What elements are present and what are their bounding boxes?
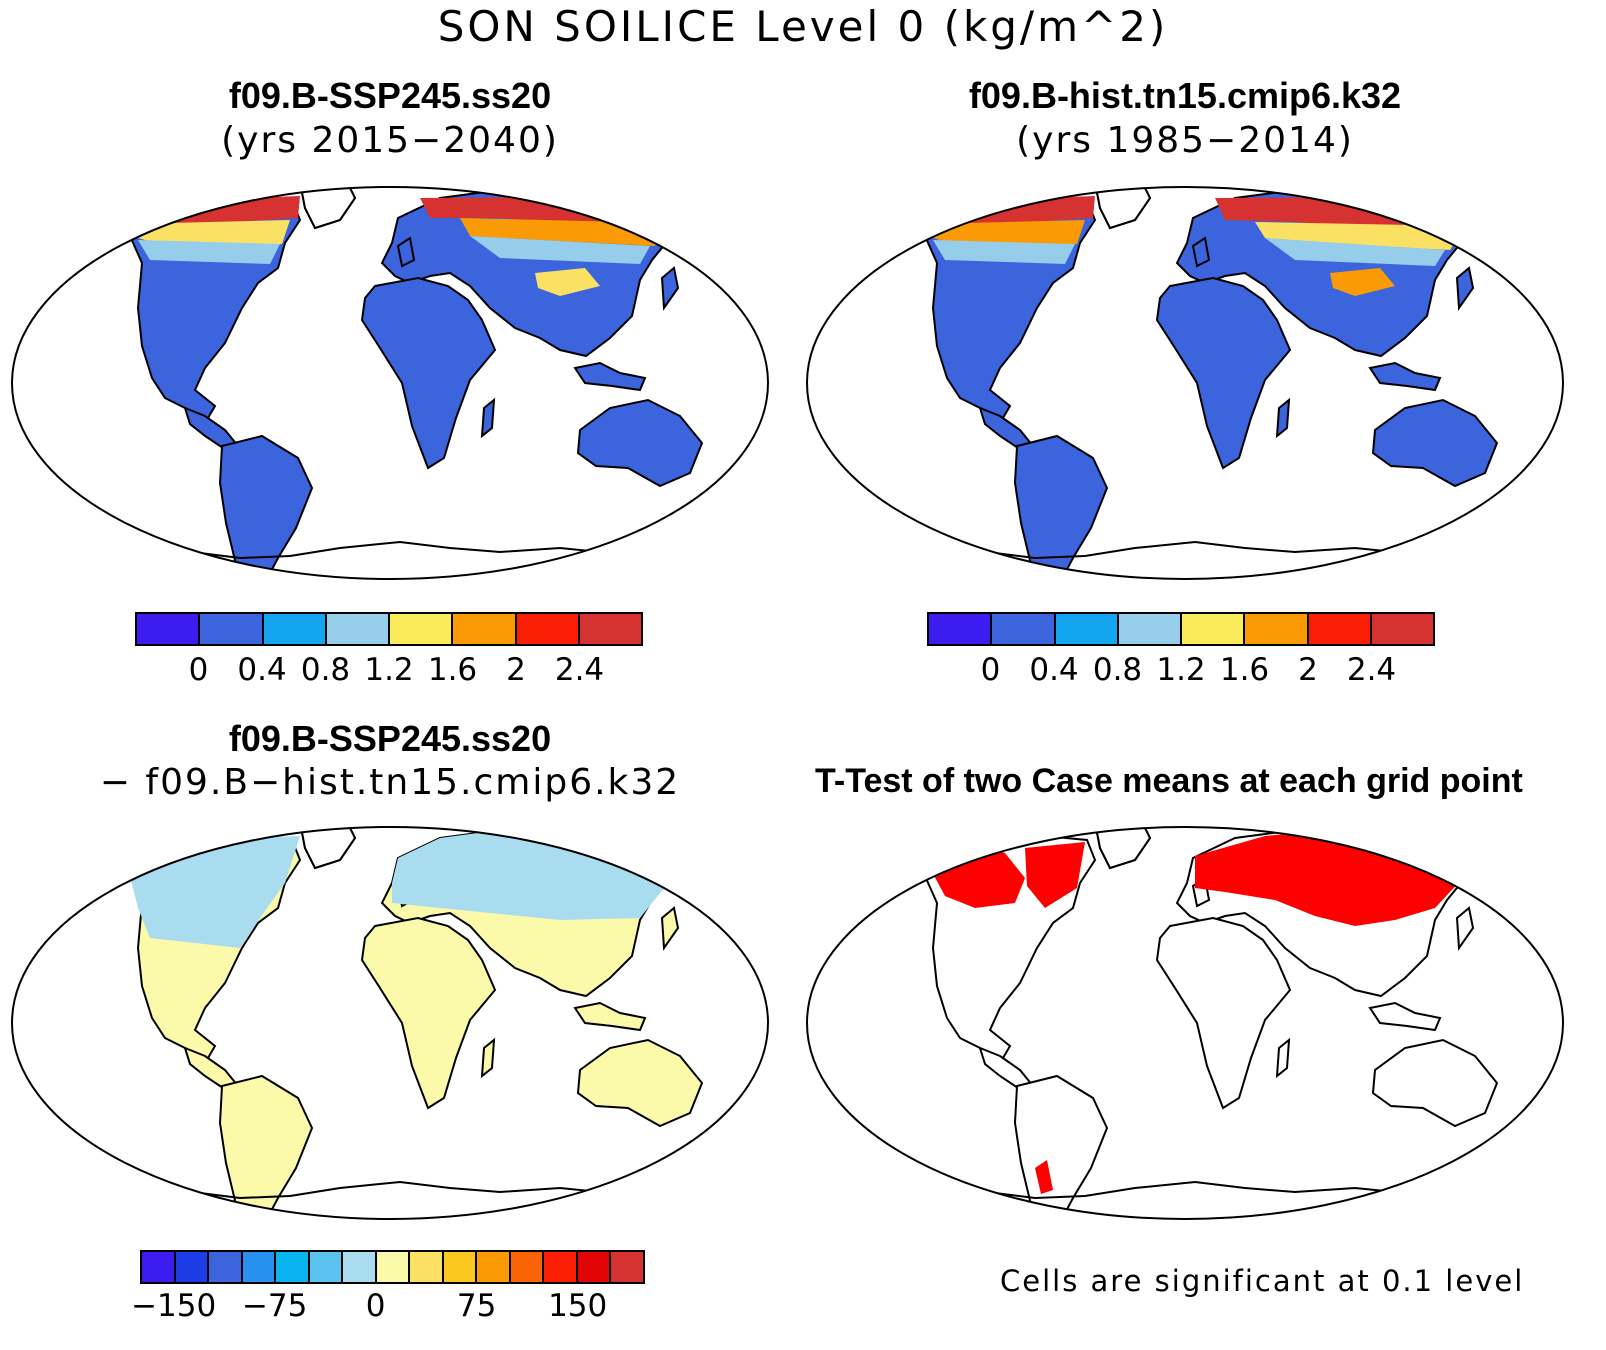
colorbar-swatch — [1371, 614, 1433, 644]
colorbar-swatch — [579, 614, 641, 644]
colorbar-swatch — [1308, 614, 1372, 644]
panel-years-top-left: (yrs 2015−2040) — [221, 120, 559, 161]
greenland-shape — [1093, 827, 1152, 870]
globe-outline — [11, 826, 769, 1220]
permafrost-low-na — [138, 240, 280, 264]
colorbar-swatch — [263, 614, 327, 644]
colorbar-swatch — [453, 614, 517, 644]
colorbar-tick-label: 0 — [365, 1288, 386, 1324]
colorbar-swatch — [1245, 614, 1309, 644]
colorbar-swatch — [992, 614, 1056, 644]
colorbar-swatch — [309, 1252, 344, 1282]
colorbar-swatch — [376, 1252, 411, 1282]
colorbar-top-left — [135, 612, 643, 646]
colorbar-tick-label: 2 — [1298, 652, 1318, 688]
colorbar-swatch — [276, 1252, 310, 1282]
colorbar-diff — [140, 1250, 645, 1284]
colorbar-swatch — [443, 1252, 478, 1282]
colorbar-tick-label: 0 — [980, 652, 1001, 688]
colorbar-swatch — [1055, 614, 1119, 644]
panel-case-title-top-left: f09.B-SSP245.ss20 — [228, 75, 552, 116]
significant-cells-na-east — [1025, 842, 1085, 908]
panel-diff-subtitle: − f09.B−hist.tn15.cmip6.k32 — [99, 762, 681, 803]
colorbar-tick-label: 150 — [548, 1288, 608, 1324]
colorbar-swatch — [410, 1252, 444, 1282]
colorbar-swatch — [142, 1252, 176, 1282]
colorbar-swatch — [477, 1252, 511, 1282]
colorbar-swatch — [611, 1252, 643, 1282]
colorbar-swatch — [390, 614, 454, 644]
ttest-title: T-Test of two Case means at each grid po… — [815, 762, 1523, 800]
map-top-left — [11, 186, 769, 580]
map-top-right — [806, 186, 1564, 580]
map-bottom-left — [11, 826, 769, 1220]
colorbar-swatch — [209, 1252, 243, 1282]
tibet-ice — [535, 268, 600, 296]
colorbar-swatch — [510, 1252, 545, 1282]
colorbar-tick-label: −75 — [241, 1288, 308, 1324]
globe-outline — [806, 186, 1564, 580]
colorbar-swatch — [137, 614, 201, 644]
globe-outline — [11, 186, 769, 580]
colorbar-tick-label: 1.6 — [427, 652, 478, 688]
colorbar-tick-label: 1.2 — [364, 652, 414, 688]
permafrost-low-eu — [1265, 238, 1445, 266]
panel-case-title-bottom-left: f09.B-SSP245.ss20 — [228, 718, 552, 759]
colorbar-tick-label: 0.8 — [1092, 652, 1143, 688]
colorbar-tick-label: 1.2 — [1156, 652, 1206, 688]
significant-cells-sa — [1035, 1160, 1053, 1194]
colorbar-tick-label: 0.8 — [300, 652, 351, 688]
colorbar-tick-label: −150 — [131, 1288, 217, 1324]
colorbar-swatch — [1118, 614, 1182, 644]
colorbar-tick-label: 1.6 — [1219, 652, 1270, 688]
colorbar-tick-label: 0 — [188, 652, 209, 688]
permafrost-low-eu — [470, 236, 650, 264]
greenland-shape — [1093, 187, 1152, 230]
colorbar-labels-diff: −150 −75 0 75 150 — [131, 1288, 645, 1328]
greenland-shape — [298, 187, 357, 230]
colorbar-tick-label: 0.4 — [237, 652, 287, 688]
permafrost-mid-eu — [1255, 222, 1465, 250]
colorbar-top-right — [927, 612, 1435, 646]
colorbar-tick-label: 2.4 — [1346, 652, 1397, 688]
colorbar-tick-label: 75 — [456, 1288, 497, 1324]
colorbar-swatch — [343, 1252, 377, 1282]
significance-note: Cells are significant at 0.1 level — [1000, 1264, 1525, 1298]
colorbar-swatch — [929, 614, 993, 644]
colorbar-swatch — [242, 1252, 277, 1282]
colorbar-swatch — [1182, 614, 1246, 644]
colorbar-labels-top-left: 0 0.4 0.8 1.2 1.6 2 2.4 — [135, 652, 643, 692]
panel-case-title-top-right: f09.B-hist.tn15.cmip6.k32 — [968, 75, 1402, 116]
tibet-ice — [1330, 268, 1395, 296]
colorbar-tick-label: 0.4 — [1029, 652, 1079, 688]
colorbar-swatch — [175, 1252, 210, 1282]
colorbar-swatch — [326, 614, 390, 644]
greenland-shape — [298, 827, 357, 870]
colorbar-labels-top-right: 0 0.4 0.8 1.2 1.6 2 2.4 — [927, 652, 1435, 692]
colorbar-swatch — [516, 614, 580, 644]
colorbar-swatch — [200, 614, 264, 644]
panel-years-top-right: (yrs 1985−2014) — [1016, 120, 1354, 161]
colorbar-swatch — [544, 1252, 578, 1282]
figure-title: SON SOILICE Level 0 (kg/m^2) — [437, 2, 1169, 51]
colorbar-tick-label: 2.4 — [554, 652, 605, 688]
colorbar-swatch — [577, 1252, 612, 1282]
permafrost-low-na — [933, 240, 1075, 264]
colorbar-tick-label: 2 — [506, 652, 526, 688]
map-bottom-right — [806, 826, 1564, 1220]
diff-decrease-eu — [392, 828, 690, 920]
globe-outline — [806, 826, 1564, 1220]
